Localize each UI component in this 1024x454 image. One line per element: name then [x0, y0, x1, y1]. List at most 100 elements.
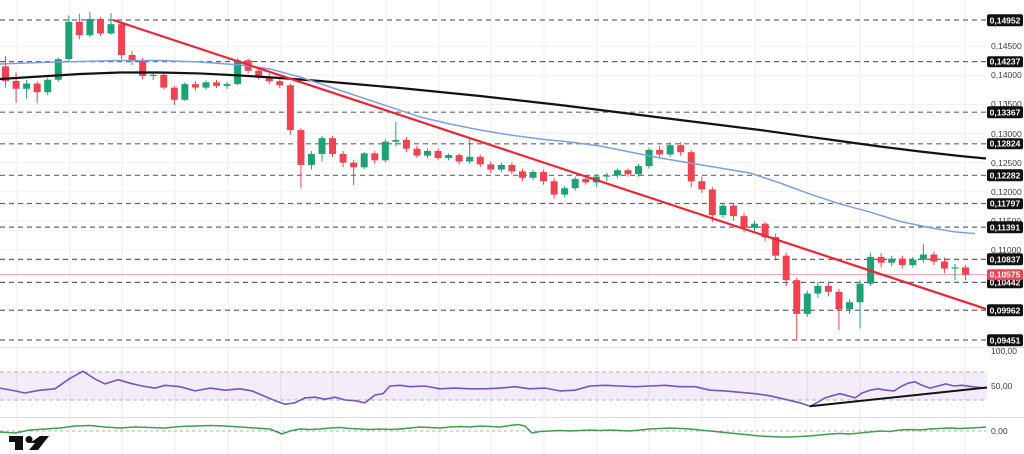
- candle-body: [170, 87, 178, 100]
- axis-tick-label: 0,12000: [991, 186, 1022, 197]
- candle-body: [75, 21, 83, 36]
- candle-body: [307, 153, 315, 165]
- candle-body: [846, 302, 853, 310]
- candle-body: [814, 285, 822, 294]
- candle-body: [719, 205, 727, 215]
- candle-body: [23, 83, 31, 89]
- candle-body: [286, 85, 294, 131]
- candle-body: [645, 149, 653, 167]
- lower-indicator-line[interactable]: [0, 423, 987, 438]
- candle-body: [476, 156, 484, 165]
- candle-body: [149, 74, 157, 76]
- candle-body: [656, 149, 664, 155]
- candle-body: [86, 18, 94, 36]
- candle-body: [329, 138, 337, 154]
- candle-body: [824, 285, 832, 292]
- rsi-divergence-line[interactable]: [809, 386, 988, 408]
- candle-body: [687, 152, 695, 182]
- candle-body: [118, 24, 126, 56]
- axis-level-badge: 0,09962: [987, 304, 1023, 317]
- candle-body: [497, 164, 505, 170]
- axis-tick-label: 0,11500: [991, 217, 1021, 226]
- candle-body: [360, 153, 368, 168]
- descending-trendline[interactable]: [112, 18, 987, 310]
- axis-level-badge: 0,09451: [987, 334, 1023, 346]
- candle-body: [940, 261, 948, 269]
- rsi-line[interactable]: [0, 370, 986, 408]
- candle-body: [888, 258, 896, 263]
- candle-body: [603, 175, 611, 177]
- candle-body: [402, 139, 410, 149]
- candle-body: [529, 171, 537, 178]
- axis-level-badge: 0,10837: [987, 253, 1023, 266]
- candle-body: [455, 155, 463, 162]
- candle-body: [909, 259, 917, 266]
- rsi-band: [0, 372, 987, 400]
- candle-body: [54, 59, 62, 80]
- candle-body: [582, 178, 590, 183]
- tradingview-logo-mark-7: [29, 436, 49, 450]
- candle-body: [877, 256, 885, 263]
- candle-body: [350, 162, 358, 168]
- candle-body: [466, 156, 474, 162]
- axis-level-badge: 0,11391: [987, 221, 1023, 233]
- candle-body: [751, 223, 759, 228]
- candle-body: [898, 258, 906, 266]
- candle-body: [508, 164, 516, 172]
- candle-body: [613, 170, 621, 176]
- candle-body: [297, 130, 305, 165]
- axis-level-badge: 0,13367: [987, 106, 1023, 118]
- candle-body: [223, 84, 231, 86]
- axis-level-badge: 0,14237: [987, 55, 1023, 68]
- candle-body: [518, 171, 526, 178]
- candle-body: [139, 60, 147, 76]
- candle-body: [44, 79, 52, 93]
- candle-body: [318, 138, 326, 154]
- candle-body: [96, 18, 104, 34]
- candle-body: [708, 189, 716, 215]
- candle-body: [772, 237, 780, 256]
- candle-body: [835, 291, 843, 310]
- candle-body: [424, 151, 431, 156]
- ma-fast-line[interactable]: [0, 59, 976, 235]
- axis-tick-label: 0,11000: [991, 244, 1022, 255]
- axis-level-badge: 0,11797: [987, 197, 1023, 210]
- candle-body: [487, 164, 495, 170]
- candle-body: [951, 267, 959, 269]
- axis-level-badge: 0,12824: [987, 138, 1023, 150]
- axis-tick-label: 50,00: [991, 380, 1013, 391]
- axis-level-badge: 0,10442: [987, 276, 1023, 289]
- tradingview-logo[interactable]: [8, 435, 56, 451]
- candle-body: [698, 181, 706, 190]
- candle-body: [793, 280, 801, 314]
- axis-tick-label: 0,12500: [991, 157, 1022, 168]
- candle-body: [234, 60, 242, 85]
- ma-slow-line[interactable]: [0, 71, 987, 160]
- candle-body: [413, 148, 421, 156]
- plot-area: [0, 0, 988, 454]
- current-price-badge: 0,10575: [987, 268, 1023, 281]
- candle-body: [561, 188, 569, 195]
- candle-body: [107, 24, 115, 34]
- candle-body: [191, 84, 199, 88]
- candle-body: [666, 145, 674, 155]
- candle-body: [381, 141, 389, 161]
- candle-body: [434, 151, 442, 158]
- axis-tick-label: 0,13500: [991, 99, 1022, 110]
- candle-body: [624, 170, 632, 175]
- candle-body: [33, 83, 41, 93]
- axis-tick-label: 0,14500: [991, 41, 1022, 52]
- candle-body: [856, 283, 864, 303]
- price-axis[interactable]: 0,14500 0,14000 0,13500 0,13000 0,12500 0,120…: [986, 0, 1024, 454]
- candle-body: [181, 84, 189, 100]
- candle-body: [677, 145, 685, 153]
- candle-body: [540, 171, 548, 182]
- tradingview-logo-mark-1: [9, 436, 23, 450]
- candle-body: [919, 254, 927, 260]
- candle-body: [128, 55, 136, 61]
- axis-level-badge: 0,14952: [987, 14, 1023, 26]
- candle-body: [782, 255, 790, 281]
- candle-body: [571, 178, 579, 189]
- candle-body: [65, 21, 73, 60]
